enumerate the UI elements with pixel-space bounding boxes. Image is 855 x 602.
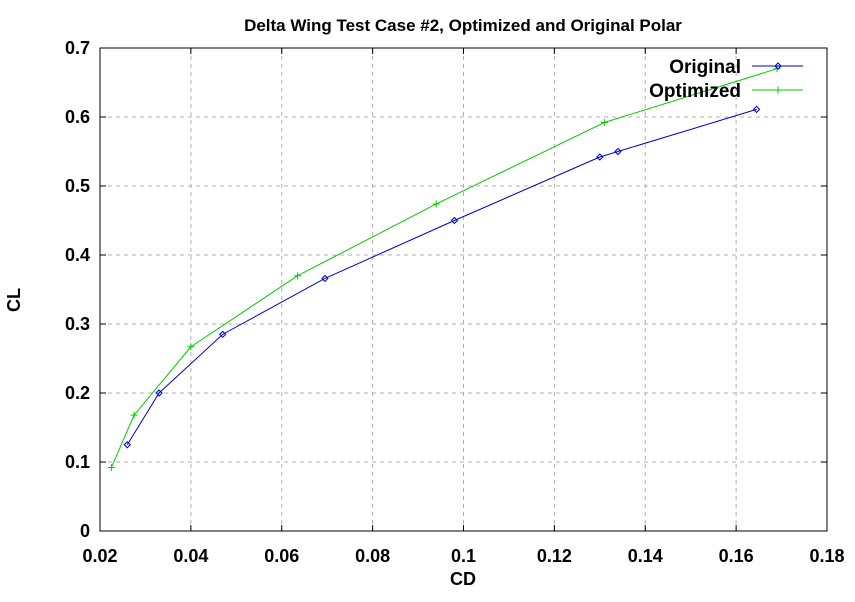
y-tick-label: 0.3	[65, 314, 90, 334]
y-tick-label: 0.1	[65, 452, 90, 472]
data-point-optimized	[600, 119, 608, 127]
data-point-optimized	[187, 343, 195, 351]
data-point-optimized	[294, 272, 302, 280]
y-axis-label: CL	[4, 288, 24, 312]
x-tick-label: 0.1	[451, 546, 476, 566]
y-tick-label: 0.7	[65, 38, 90, 58]
legend-label-original: Original	[669, 57, 741, 78]
series-line-original	[126, 108, 757, 446]
x-tick-label: 0.16	[719, 546, 754, 566]
y-tick-label: 0.4	[65, 245, 90, 265]
legend-label-optimized: Optimized	[649, 81, 741, 102]
data-point-original	[218, 330, 227, 339]
data-point-optimized	[130, 411, 138, 419]
y-tick-label: 0.2	[65, 383, 90, 403]
x-tick-label: 0.04	[173, 546, 208, 566]
data-point-original	[596, 153, 604, 161]
x-tick-label: 0.12	[537, 546, 572, 566]
x-tick-label: 0.02	[82, 546, 117, 566]
grid-lines	[100, 48, 827, 531]
series-optimized	[107, 65, 781, 472]
x-tick-label: 0.08	[355, 546, 390, 566]
legend: Original Optimized	[649, 57, 803, 102]
legend-item-optimized: Optimized	[649, 81, 803, 102]
data-point-original	[321, 274, 329, 283]
legend-item-original: Original	[669, 57, 803, 78]
data-point-original	[450, 216, 459, 225]
data-point-original	[752, 105, 761, 114]
x-tick-label: 0.14	[628, 546, 663, 566]
series-original	[123, 105, 761, 449]
x-tick-label: 0.06	[264, 546, 299, 566]
axis-ticks: 0.02 0.04 0.06 0.08 0.1 0.12 0.14 0.16 0.18 0 0.1 0…	[65, 38, 845, 566]
data-point-original	[123, 441, 131, 449]
series-line-optimized	[110, 68, 778, 468]
data-point-original	[155, 389, 163, 397]
chart-title: Delta Wing Test Case #2, Optimized and O…	[244, 16, 682, 35]
x-tick-label: 0.18	[809, 546, 844, 566]
legend-marker-optimized	[774, 86, 782, 94]
y-tick-label: 0	[80, 521, 90, 541]
y-tick-label: 0.6	[65, 107, 90, 127]
data-point-optimized	[107, 464, 115, 472]
x-axis-label: CD	[450, 569, 476, 589]
y-tick-label: 0.5	[65, 176, 90, 196]
legend-marker-original	[774, 62, 782, 70]
data-point-original	[614, 147, 622, 156]
data-point-optimized	[432, 200, 440, 208]
series-layer	[107, 65, 781, 472]
